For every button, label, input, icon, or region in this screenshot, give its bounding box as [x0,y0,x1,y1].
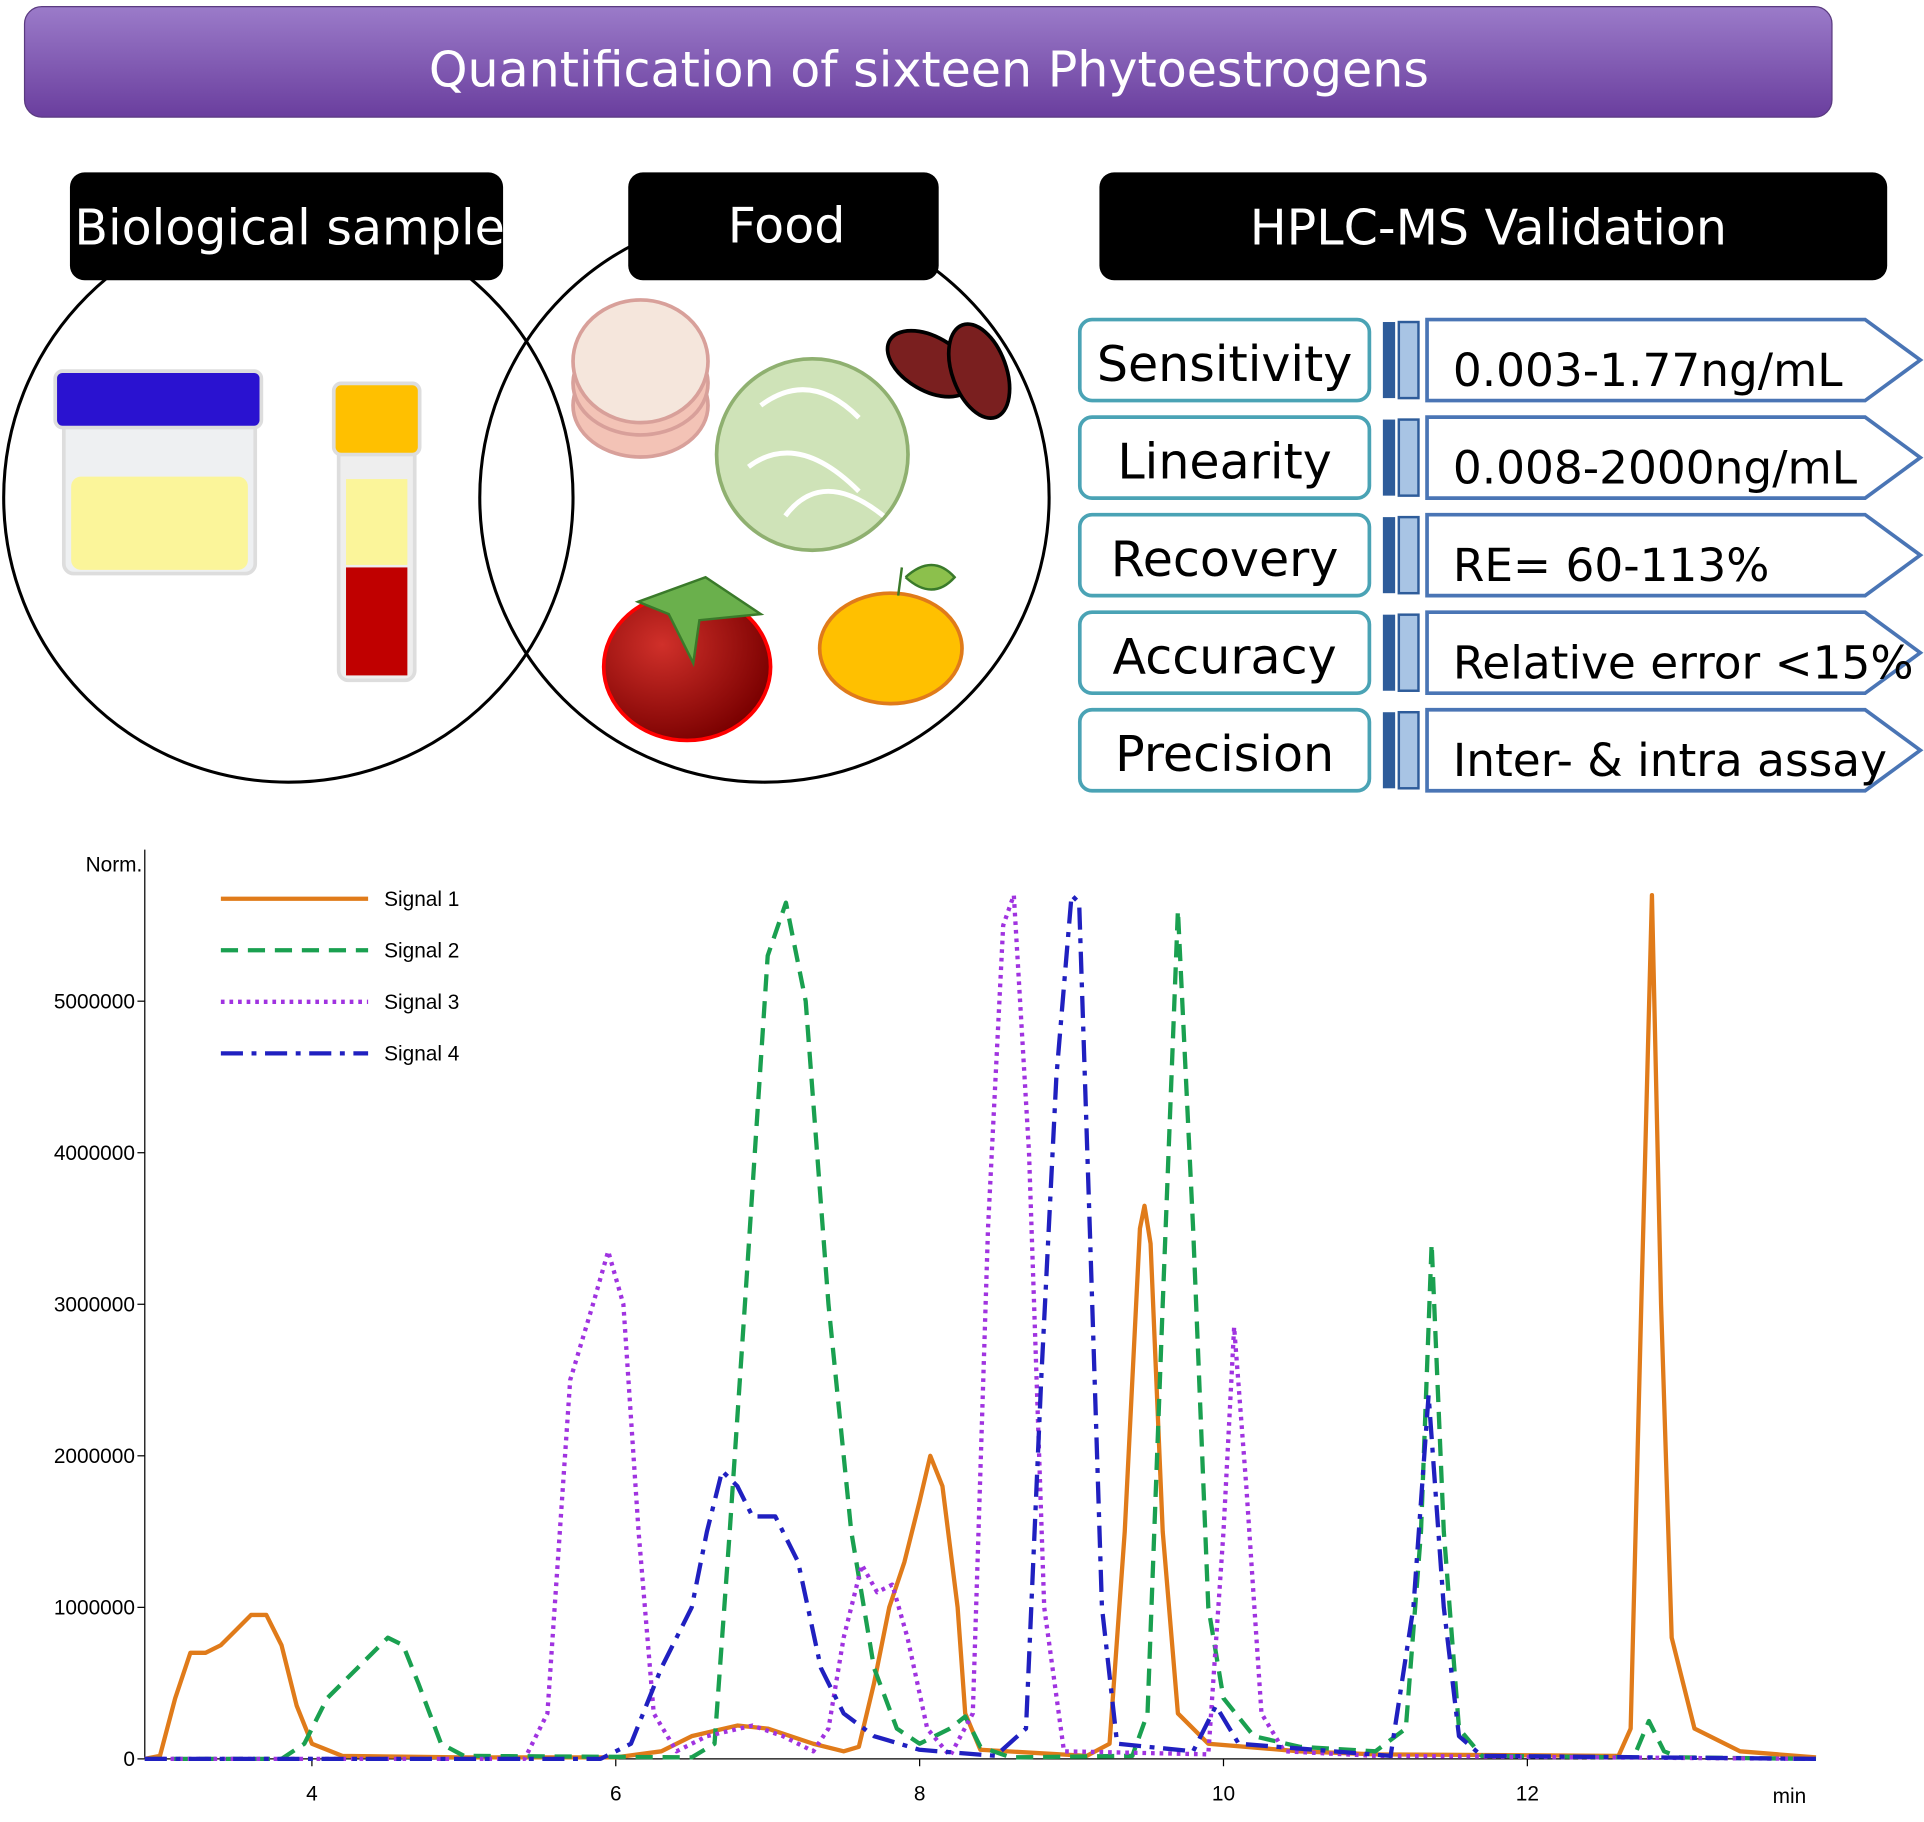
connector [1397,710,1420,790]
y-tick-label: 2000000 [54,1445,135,1468]
parameter: Accuracy [1113,628,1337,686]
series-line [144,892,1817,1761]
food-items [571,298,1012,743]
parameter-box [1077,415,1372,500]
sample-jar [53,369,264,576]
y-tick-label: 4000000 [54,1142,135,1165]
x-tick-label: 12 [1516,1783,1539,1806]
legend-label: Signal 4 [384,1043,459,1066]
value-arrow [1425,415,1924,500]
validation-table: Sensitivity 0.003-1.77ng/mL Linearity 0.008… [1077,317,1924,793]
legend-label: Signal 3 [384,991,459,1014]
title: Quantification of sixteen Phytoestrogens [429,40,1429,98]
panel-label-box [628,172,939,281]
parameter: Sensitivity [1097,335,1353,393]
y-tick-label: 3000000 [54,1294,135,1317]
y-axis-label: Norm. [86,854,143,877]
y-tick-label: 5000000 [54,991,135,1014]
connector [1382,517,1396,594]
value: 0.003-1.77ng/mL [1453,344,1843,397]
parameter: Recovery [1111,530,1339,588]
value-arrow [1425,707,1924,793]
parameter-box [1077,610,1372,696]
validation-title: HPLC-MS Validation [1250,199,1727,257]
y-tick-label: 0 [123,1748,135,1771]
parameter: Linearity [1117,432,1331,490]
connector [1397,613,1420,692]
x-tick-label: 4 [306,1783,318,1806]
chart: 0 1000000 2000000 3000000 4000000 5000000 4 6 8 1… [54,849,1817,1808]
connector [1382,614,1396,691]
x-tick-label: 10 [1212,1783,1235,1806]
value-arrow [1425,512,1924,598]
panel-label: Biological sample [74,199,505,257]
connector [1397,418,1420,497]
value: 0.008-2000ng/mL [1453,441,1858,494]
title-banner [23,6,1833,118]
value: Inter- & intra assay [1453,734,1887,787]
value-arrow [1425,610,1924,696]
value-arrow [1425,317,1924,403]
validation-title-box [1099,172,1888,281]
series-line [144,892,1817,1762]
parameter-box [1077,707,1372,793]
x-tick-label: 8 [914,1783,926,1806]
x-axis-label: min [1773,1785,1807,1808]
legend-label: Signal 2 [384,940,459,963]
parameter: Precision [1115,725,1334,783]
connector [1382,322,1396,399]
blood-tube [331,381,422,683]
legend-label: Signal 1 [384,888,459,911]
x-tick-label: 6 [610,1783,622,1806]
series-line [144,892,1817,1762]
connector [1382,419,1396,496]
connector [1397,515,1420,595]
connector [1397,320,1420,400]
value: RE= 60-113% [1453,539,1770,592]
value: Relative error <15% [1453,636,1914,689]
connector [1382,712,1396,789]
parameter-box [1077,512,1372,598]
panel-label-box [69,172,504,281]
series-line [144,900,1817,1762]
parameter-box [1077,317,1372,403]
y-tick-label: 1000000 [54,1597,135,1620]
panel-label: Food [728,196,846,254]
